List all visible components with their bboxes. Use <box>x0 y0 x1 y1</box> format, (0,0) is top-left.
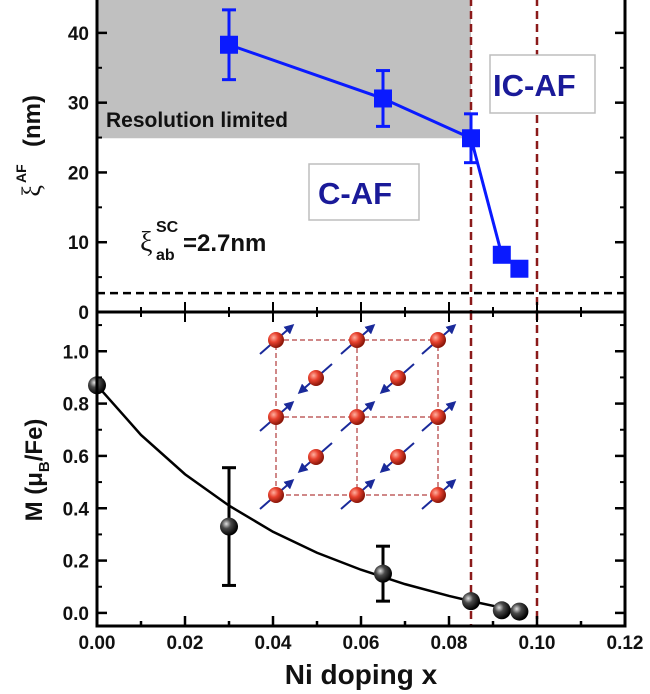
top-y-tick-label-2: 20 <box>68 163 89 184</box>
top-ylabel-unit: (nm) <box>19 95 46 147</box>
corner-spin-5-atom <box>430 409 446 425</box>
corner-spin-1-atom <box>349 332 365 348</box>
center-spin-1-atom <box>390 370 406 386</box>
bottom-y-tick-label-2: 0.4 <box>63 499 90 520</box>
coherence-sup: SC <box>156 219 179 236</box>
bottom-y-tick-label-1: 0.2 <box>63 552 89 573</box>
center-spin-2-atom <box>308 449 324 465</box>
c-af-label: C-AF <box>318 176 392 211</box>
bottom-panel: 0.0 0.2 0.4 0.6 0.8 1.0 0.00 0.02 0.04 0… <box>21 310 644 690</box>
ic-af-box: IC-AF <box>489 54 596 114</box>
x-axis-title: Ni doping x <box>285 659 438 690</box>
coherence-sub: ab <box>156 247 175 264</box>
center-spin-3-atom <box>390 449 406 465</box>
bottom-ylabel: M (μB/Fe) <box>21 419 53 522</box>
x-tick-label-3: 0.06 <box>343 633 380 654</box>
bottom-ticks <box>95 312 627 626</box>
bottom-ylabel-pre: M (μ <box>21 472 48 521</box>
bottom-point-4 <box>492 601 511 620</box>
corner-spin-6-atom <box>268 487 284 503</box>
coherence-length-label: ξ SC ab =2.7nm <box>140 219 266 264</box>
top-y-tick-label-3: 30 <box>68 94 89 115</box>
corner-spin-7-atom <box>349 487 365 503</box>
x-tick-label-0: 0.00 <box>79 633 116 654</box>
corner-spin-2-atom <box>430 332 446 348</box>
bottom-point-1 <box>220 517 238 536</box>
fit-curve <box>96 384 520 613</box>
bottom-y-tick-label-3: 0.6 <box>63 447 89 468</box>
resolution-limited-label: Resolution limited <box>106 109 288 132</box>
coherence-xi: ξ <box>140 227 152 258</box>
corner-spin-8-atom <box>430 487 446 503</box>
coherence-value: =2.7nm <box>183 230 266 257</box>
corner-spin-3-atom <box>268 409 284 425</box>
top-y-axis-title: ξ AF (nm) <box>13 95 46 197</box>
bottom-point-3 <box>462 592 480 611</box>
top-y-tick-label-4: 40 <box>68 24 89 45</box>
top-ylabel-sup: AF <box>13 164 29 183</box>
x-tick-label-5: 0.10 <box>519 633 556 654</box>
resolution-limited-region <box>97 0 471 139</box>
top-panel: Resolution limited C-AF IC-AF ξ SC ab =2… <box>13 0 627 324</box>
x-tick-label-4: 0.08 <box>431 633 468 654</box>
bottom-y-axis-title: M (μB/Fe) <box>21 419 53 522</box>
corner-spin-0-atom <box>268 332 284 348</box>
bottom-plot-frame <box>95 310 627 628</box>
bottom-y-tick-label-4: 0.8 <box>63 395 89 416</box>
bottom-point-2 <box>374 564 392 583</box>
ic-af-label: IC-AF <box>493 68 576 103</box>
spin-lattice-inset <box>259 324 457 510</box>
data-point-1 <box>374 89 392 108</box>
bottom-ylabel-sub: B <box>36 461 53 472</box>
top-y-tick-label-0: 0 <box>78 303 89 324</box>
top-ylabel-xi: ξ <box>17 185 46 197</box>
top-y-tick-label-1: 10 <box>68 233 89 254</box>
x-tick-label-6: 0.12 <box>607 633 644 654</box>
center-spin-0-atom <box>308 370 324 386</box>
bottom-y-tick-label-0: 0.0 <box>63 604 89 625</box>
corner-spin-4-atom <box>349 409 365 425</box>
data-point-4 <box>510 259 529 278</box>
data-point-0 <box>220 35 238 54</box>
x-tick-label-1: 0.02 <box>167 633 204 654</box>
bottom-point-5 <box>510 602 529 621</box>
c-af-box: C-AF <box>308 163 420 221</box>
bottom-ylabel-post: /Fe) <box>21 419 48 462</box>
data-point-2 <box>462 129 480 148</box>
bottom-y-tick-label-5: 1.0 <box>63 342 89 363</box>
x-tick-label-2: 0.04 <box>255 633 292 654</box>
data-point-3 <box>492 245 511 264</box>
